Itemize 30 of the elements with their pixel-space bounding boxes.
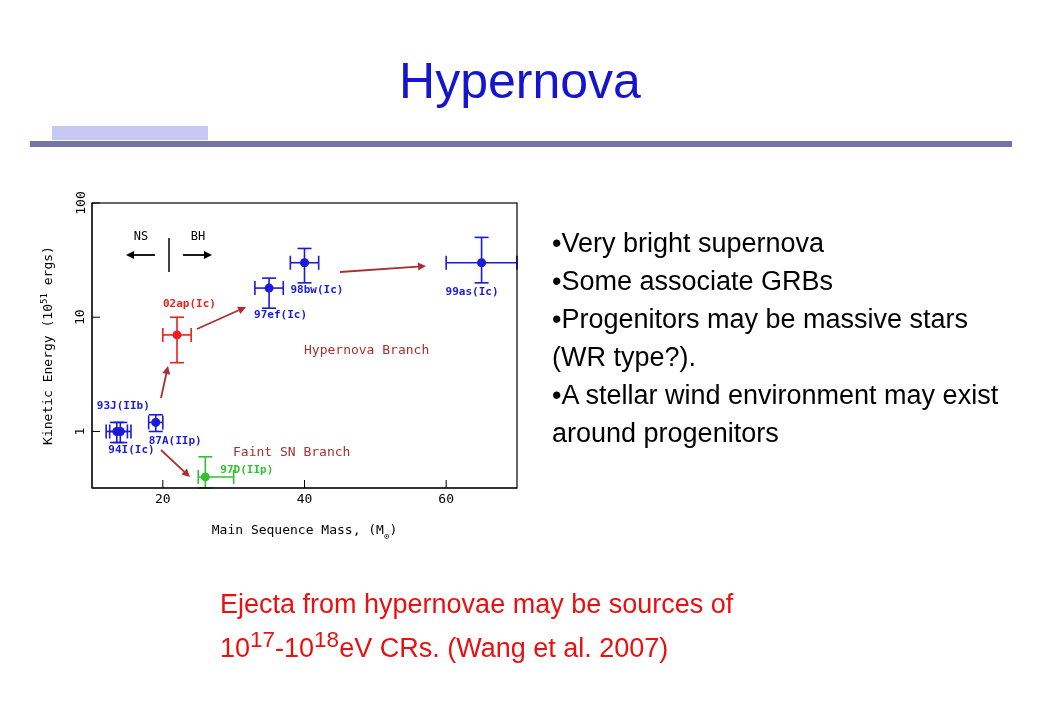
annotation: Faint SN Branch [233,444,351,459]
y-tick-label: 1 [72,427,88,436]
annotation: 98bw(Ic) [290,282,344,296]
text: •Some associate GRBs [552,265,835,298]
y-tick-label: 100 [72,191,88,215]
point [264,283,274,293]
annotation: 97ef(Ic) [254,308,308,322]
point [200,472,210,482]
text: •Progenitors may be massive stars (WR type?). [552,303,970,374]
point [151,417,161,427]
annotation: BH [190,229,206,243]
annotation: 99as(Ic) [445,284,499,298]
text: •Very bright supernova [552,227,826,260]
x-tick-label: 20 [155,491,171,507]
chart-title: Hypernova [398,52,642,110]
annotation: 02ap(Ic) [163,296,216,310]
point [172,330,182,340]
text: Ejecta from hypernovae may be sources of 10$^{17}$-10$^{18}$eV CRs. (Wang et al. 2007) [220,588,735,665]
annotation: Hypernova Branch [304,342,430,357]
y-tick-label: 10 [72,309,88,326]
annotation: 93J(IIb) [96,399,150,413]
x-tick-label: 40 [296,491,313,507]
point [299,258,310,268]
text: •A stellar wind environment may exist around progenitors [552,379,1000,450]
annotation: 97D(IIp) [220,462,274,476]
annotation: NS [133,229,149,243]
point [477,258,487,268]
annotation: 94I(Ic) [108,443,155,457]
x-axis-title: Main Sequence Mass, (M$_{⊙}$) [211,522,398,541]
x-tick-label: 60 [438,491,454,507]
